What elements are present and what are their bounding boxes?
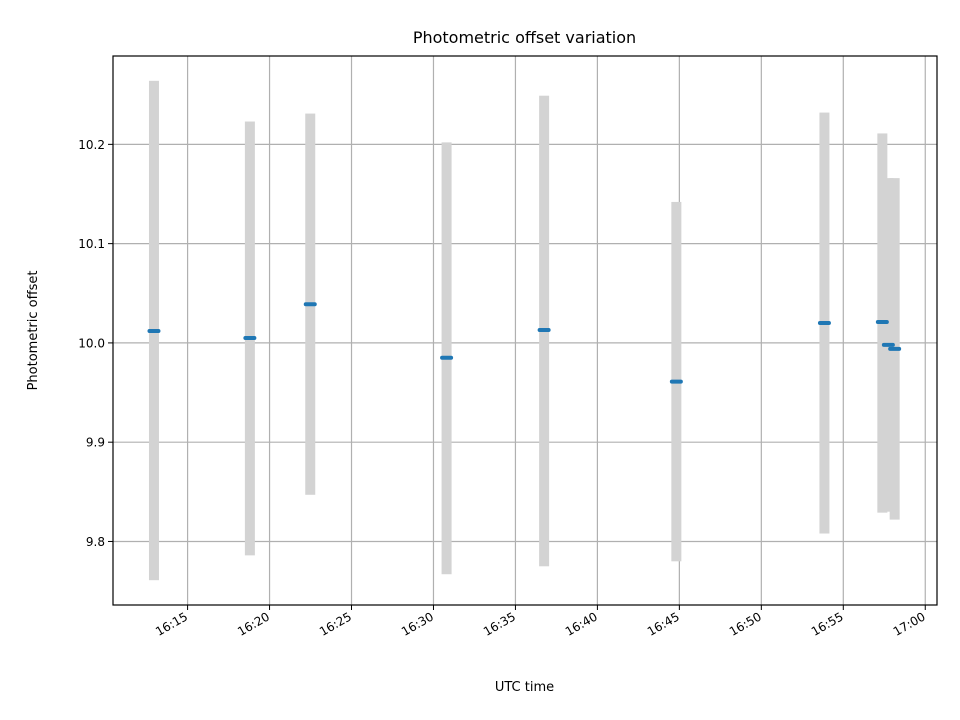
y-axis-label: Photometric offset <box>26 271 41 391</box>
y-tick-label: 9.9 <box>86 436 105 450</box>
y-tick-label: 10.2 <box>78 138 105 152</box>
y-tick-label: 10.0 <box>78 336 105 350</box>
data-markers <box>147 302 902 384</box>
y-tick-label: 9.8 <box>86 535 105 549</box>
chart-title: Photometric offset variation <box>413 28 636 47</box>
y-tick-label: 10.1 <box>78 237 105 251</box>
y-axis-ticks: 9.8 9.9 10.0 10.1 10.2 <box>78 138 113 549</box>
plot-frame <box>112 55 938 606</box>
x-axis-label: UTC time <box>495 680 554 695</box>
